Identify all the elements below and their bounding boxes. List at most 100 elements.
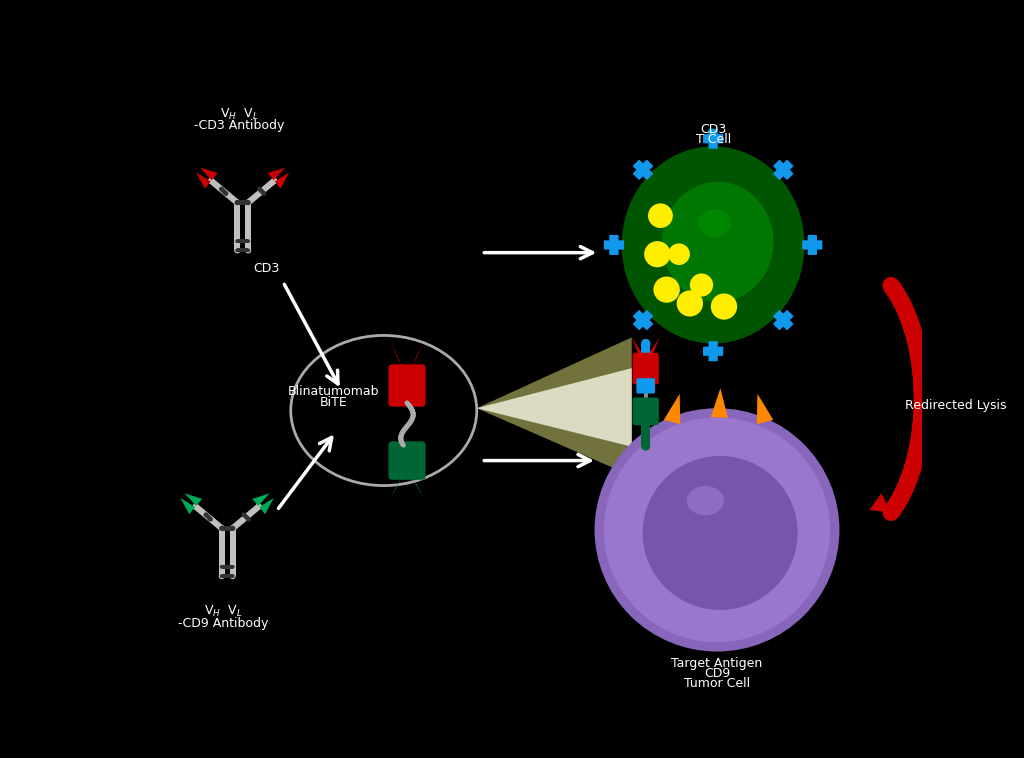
Polygon shape	[910, 440, 927, 446]
Polygon shape	[911, 430, 929, 434]
Circle shape	[913, 392, 931, 409]
Polygon shape	[905, 460, 923, 467]
Circle shape	[909, 440, 926, 456]
Circle shape	[262, 191, 266, 196]
Polygon shape	[641, 351, 650, 355]
Polygon shape	[259, 498, 273, 514]
Circle shape	[896, 481, 912, 499]
Polygon shape	[898, 308, 914, 316]
Polygon shape	[909, 348, 927, 353]
Circle shape	[910, 348, 928, 365]
Polygon shape	[911, 432, 929, 437]
Polygon shape	[896, 487, 912, 496]
Polygon shape	[909, 443, 927, 448]
Polygon shape	[267, 168, 286, 180]
Circle shape	[912, 361, 929, 377]
Polygon shape	[893, 296, 908, 305]
Circle shape	[912, 418, 930, 435]
Circle shape	[913, 383, 931, 399]
Circle shape	[886, 499, 903, 515]
Circle shape	[242, 512, 246, 517]
Polygon shape	[908, 449, 926, 454]
Circle shape	[912, 361, 929, 377]
Polygon shape	[258, 187, 265, 196]
Polygon shape	[908, 344, 926, 349]
Polygon shape	[905, 329, 922, 336]
Circle shape	[908, 337, 926, 354]
Circle shape	[913, 381, 931, 397]
Circle shape	[911, 359, 929, 375]
Circle shape	[912, 421, 929, 437]
FancyBboxPatch shape	[633, 310, 653, 330]
Polygon shape	[909, 350, 927, 356]
Circle shape	[894, 485, 911, 502]
Polygon shape	[901, 473, 918, 481]
Circle shape	[910, 431, 928, 448]
Polygon shape	[209, 178, 240, 205]
Circle shape	[904, 323, 922, 340]
Circle shape	[911, 352, 928, 369]
Polygon shape	[913, 391, 931, 393]
Circle shape	[896, 480, 913, 497]
Circle shape	[899, 306, 915, 323]
Circle shape	[913, 405, 931, 422]
Polygon shape	[903, 323, 920, 330]
Circle shape	[897, 478, 914, 495]
Circle shape	[887, 283, 904, 301]
Circle shape	[893, 293, 909, 310]
Circle shape	[910, 349, 928, 367]
Polygon shape	[906, 459, 923, 465]
Polygon shape	[220, 187, 227, 196]
Circle shape	[911, 354, 929, 371]
Polygon shape	[869, 493, 891, 512]
FancyBboxPatch shape	[802, 240, 822, 249]
Circle shape	[898, 477, 915, 493]
FancyBboxPatch shape	[703, 134, 723, 143]
Circle shape	[893, 488, 909, 505]
Circle shape	[887, 497, 904, 514]
Circle shape	[913, 396, 931, 413]
Polygon shape	[893, 493, 908, 503]
Circle shape	[236, 240, 240, 243]
Text: CD3: CD3	[253, 262, 280, 274]
Polygon shape	[222, 525, 232, 531]
Circle shape	[907, 448, 925, 465]
Circle shape	[896, 481, 912, 499]
Polygon shape	[477, 337, 632, 476]
Circle shape	[903, 319, 921, 336]
Circle shape	[913, 398, 931, 415]
Circle shape	[911, 427, 929, 444]
Polygon shape	[390, 341, 403, 372]
FancyBboxPatch shape	[633, 310, 653, 330]
Circle shape	[900, 471, 918, 488]
Circle shape	[909, 437, 927, 455]
Circle shape	[219, 525, 225, 531]
Circle shape	[903, 464, 920, 481]
Circle shape	[641, 350, 650, 360]
Circle shape	[911, 356, 929, 373]
Polygon shape	[887, 285, 902, 296]
Circle shape	[911, 359, 929, 375]
Circle shape	[903, 462, 921, 479]
Circle shape	[886, 499, 903, 515]
Ellipse shape	[687, 486, 724, 515]
Circle shape	[896, 301, 913, 318]
Circle shape	[908, 444, 926, 461]
Circle shape	[245, 199, 251, 205]
Circle shape	[886, 500, 902, 517]
Circle shape	[913, 398, 931, 415]
Circle shape	[913, 407, 931, 424]
Polygon shape	[908, 342, 925, 347]
Circle shape	[223, 191, 228, 196]
Circle shape	[905, 456, 923, 473]
Circle shape	[895, 484, 912, 500]
Circle shape	[897, 302, 914, 320]
Polygon shape	[910, 438, 928, 443]
Polygon shape	[238, 249, 248, 252]
Circle shape	[886, 281, 902, 298]
Circle shape	[230, 574, 234, 578]
Circle shape	[908, 444, 926, 461]
Polygon shape	[891, 496, 906, 506]
Polygon shape	[885, 505, 900, 516]
FancyBboxPatch shape	[609, 235, 618, 255]
